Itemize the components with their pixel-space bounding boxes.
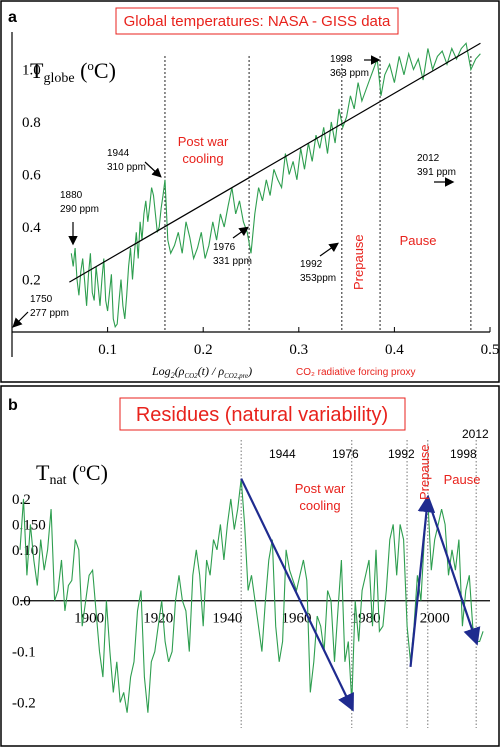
panel-a-title-box: [115, 7, 399, 35]
panel-b-x-tick-label: 1900: [74, 611, 104, 627]
panel-a-y-tick-label: 1.0: [22, 63, 41, 79]
panel-a-x-tick-label: 0.1: [98, 342, 117, 358]
panel-b-labels: 1944 1976 1992 1998 2012 Post war coolin…: [269, 427, 489, 513]
panel-a-axes: 0.1 0.2 0.3 0.4 0.5 0.2 0.4 0.6 0.8 1.0: [11, 32, 500, 358]
panel-a-ylabel: Tglobe (oC): [30, 58, 116, 86]
panel-a-xlabel: Log2(ρCO2(t) / ρCO2,pre): [151, 364, 252, 380]
panel-a-vlines: [164, 56, 472, 332]
panel-a-annotations: 1750 277 ppm 1880 290 ppm 1944 310 ppm 1…: [12, 54, 456, 328]
annotation-1992-year: 1992: [300, 259, 323, 270]
panel-a-x-tick-label: 0.2: [194, 342, 213, 358]
panel-a-xlabel-right: CO₂ radiative forcing proxy: [296, 367, 415, 378]
annotation-2012-year: 2012: [417, 153, 440, 164]
panel-b-year-1976: 1976: [332, 447, 359, 461]
panel-b-x-tick-label: 2000: [420, 611, 450, 627]
panel-b-y-tick-label: 0.2: [12, 492, 31, 508]
annotation-1976-ppm: 331 ppm: [213, 256, 252, 267]
annotation-1944-year: 1944: [107, 148, 130, 159]
panel-a-region-pause: Pause: [400, 233, 437, 248]
panel-a-x-tick-label: 0.3: [289, 342, 308, 358]
panel-b-y-tick-label: -0.2: [12, 696, 36, 712]
panel-b-trend-arrow: [409, 494, 436, 668]
panel-a-label: a: [8, 9, 17, 26]
panel-b-y-tick-label: 0.0: [12, 594, 31, 610]
annotation-1944-arrow: [144, 161, 162, 178]
panel-a-region-postwar-line2: cooling: [182, 151, 223, 166]
annotation-2012-ppm: 391 ppm: [417, 167, 456, 178]
panel-a-y-tick-label: 0.4: [22, 220, 41, 236]
panel-b-border: [0, 385, 500, 747]
panel-a-temperature-line: [70, 42, 481, 329]
annotation-1976-year: 1976: [213, 242, 236, 253]
annotation-1998-year: 1998: [330, 54, 353, 65]
panel-b-x-tick-label: 1960: [281, 611, 311, 627]
annotation-1976-arrow: [232, 226, 249, 239]
annotation-1944-ppm: 310 ppm: [107, 162, 146, 173]
annotation-1992-ppm: 353ppm: [300, 273, 336, 284]
panel-b-x-tick-label: 1940: [212, 611, 242, 627]
panel-b-year-1992: 1992: [388, 447, 415, 461]
panel-a-trend: [69, 42, 481, 283]
panel-b-y-tick-label: 0.10: [12, 543, 38, 559]
panel-b-year-2012: 2012: [462, 427, 489, 441]
panel-b-vlines: [240, 440, 477, 728]
panel-a-x-tick-label: 0.4: [385, 342, 404, 358]
panel-b-trend-arrow: [240, 478, 354, 712]
panel-b-label: b: [8, 397, 18, 414]
panel-b-region-postwar-line2: cooling: [299, 498, 340, 513]
panel-b-region-postwar-line1: Post war: [295, 481, 346, 496]
annotation-1880-year: 1880: [60, 190, 83, 201]
panel-a-y-tick-label: 0.8: [22, 115, 41, 131]
panel-b-trend-arrow: [426, 498, 481, 646]
panel-b-ylabel: Tnat (oC): [36, 460, 108, 488]
panel-a-series: [70, 42, 481, 329]
panel-a-region-prepause: Prepause: [351, 234, 366, 290]
annotation-1750-ppm: 277 ppm: [30, 308, 69, 319]
panel-b: b Residues (natural variability) Tnat (o…: [0, 385, 500, 747]
annotation-1750-arrow: [12, 311, 29, 328]
panel-b-y-tick-label: -0.1: [12, 645, 36, 661]
panel-a-y-tick-label: 0.2: [22, 273, 41, 289]
annotation-1992-arrow: [319, 242, 339, 257]
panel-a: a Global temperatures: NASA - GISS data …: [0, 0, 500, 383]
panel-a-region-postwar-line1: Post war: [178, 134, 229, 149]
panel-b-year-1944: 1944: [269, 447, 296, 461]
panel-b-title: Residues (natural variability): [136, 404, 388, 426]
panel-a-trend-line: [69, 42, 481, 283]
panel-b-trend: [240, 478, 481, 712]
panel-a-border: [0, 0, 500, 383]
panel-b-year-1998: 1998: [450, 447, 477, 461]
panel-b-x-tick-label: 1920: [143, 611, 173, 627]
panel-b-title-box: [119, 397, 406, 431]
panel-a-y-tick-label: 0.6: [22, 168, 41, 184]
annotation-1750-year: 1750: [30, 294, 53, 305]
panel-b-region-pause: Pause: [444, 472, 481, 487]
annotation-1998-ppm: 363 ppm: [330, 68, 369, 79]
annotation-1880-ppm: 290 ppm: [60, 204, 99, 215]
panel-a-title: Global temperatures: NASA - GISS data: [124, 13, 391, 30]
panel-a-x-tick-label: 0.5: [481, 342, 500, 358]
panel-b-y-tick-label: 0.150: [12, 517, 46, 533]
panel-b-series: [19, 478, 484, 713]
panel-b-region-prepause: Prepause: [417, 444, 432, 500]
panel-b-residual-line: [19, 478, 484, 713]
